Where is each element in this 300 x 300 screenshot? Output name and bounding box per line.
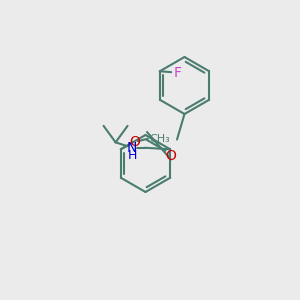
Text: CH₃: CH₃ <box>149 134 170 144</box>
Text: H: H <box>128 149 137 162</box>
Text: O: O <box>166 149 176 163</box>
Text: O: O <box>129 135 140 149</box>
Text: F: F <box>173 66 181 80</box>
Text: N: N <box>127 141 137 155</box>
